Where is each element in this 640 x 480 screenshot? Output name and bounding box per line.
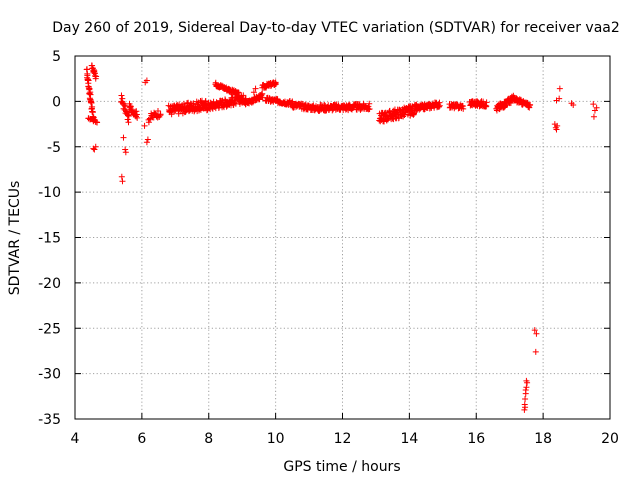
x-tick-label: 10 bbox=[267, 431, 285, 447]
x-tick-label: 18 bbox=[534, 431, 552, 447]
data-point bbox=[133, 108, 140, 115]
data-point bbox=[593, 104, 600, 111]
data-point bbox=[556, 95, 563, 102]
data-point bbox=[532, 348, 539, 355]
x-tick-label: 16 bbox=[467, 431, 485, 447]
data-point bbox=[533, 330, 540, 337]
x-tick-label: 6 bbox=[137, 431, 146, 447]
data-point bbox=[141, 122, 148, 129]
y-tick-label: -20 bbox=[38, 276, 61, 292]
data-point bbox=[122, 149, 129, 156]
data-point bbox=[144, 136, 151, 143]
data-point bbox=[87, 91, 94, 98]
data-point bbox=[366, 100, 373, 107]
data-point bbox=[118, 92, 125, 99]
data-point bbox=[553, 126, 560, 133]
x-tick-label: 20 bbox=[601, 431, 619, 447]
data-point bbox=[122, 146, 129, 153]
y-tick-labels: 5 0 -5 -10 -15 -20 -25 -30 -35 bbox=[38, 49, 61, 428]
data-point bbox=[366, 105, 373, 112]
data-point bbox=[86, 85, 93, 92]
data-point bbox=[145, 119, 152, 126]
data-point bbox=[143, 139, 150, 146]
data-point bbox=[436, 102, 443, 109]
y-tick-label: -15 bbox=[38, 231, 61, 247]
data-point bbox=[272, 80, 279, 87]
chart-title: Day 260 of 2019, Sidereal Day-to-day VTE… bbox=[52, 20, 620, 36]
data-point bbox=[122, 103, 129, 110]
data-point bbox=[252, 85, 259, 92]
y-tick-label: 5 bbox=[52, 49, 61, 65]
x-tick-label: 12 bbox=[334, 431, 352, 447]
data-point bbox=[84, 70, 91, 77]
data-point bbox=[93, 73, 100, 80]
data-point bbox=[250, 89, 257, 96]
y-tick-label: -5 bbox=[47, 140, 61, 156]
data-point bbox=[556, 85, 563, 92]
data-point bbox=[168, 111, 175, 118]
data-point bbox=[590, 113, 597, 120]
data-point bbox=[527, 101, 534, 108]
data-point bbox=[118, 173, 125, 180]
data-point bbox=[85, 77, 92, 84]
data-point bbox=[522, 396, 529, 403]
y-axis-label: SDTVAR / TECUs bbox=[7, 181, 23, 296]
grid-lines bbox=[75, 56, 610, 419]
data-point bbox=[119, 178, 126, 185]
data-point bbox=[522, 404, 529, 411]
data-point bbox=[302, 101, 309, 108]
data-point bbox=[91, 146, 98, 153]
x-axis-label: GPS time / hours bbox=[283, 459, 400, 475]
x-tick-label: 4 bbox=[71, 431, 80, 447]
data-point bbox=[154, 107, 161, 114]
data-point bbox=[256, 96, 263, 103]
x-tick-labels: 4 6 8 10 12 14 16 18 20 bbox=[71, 431, 619, 447]
y-tick-label: 0 bbox=[52, 94, 61, 110]
x-tick-label: 14 bbox=[400, 431, 418, 447]
data-point bbox=[88, 100, 95, 107]
data-point bbox=[125, 119, 132, 126]
x-tick-label: 8 bbox=[204, 431, 213, 447]
data-point bbox=[483, 99, 490, 106]
data-point bbox=[554, 122, 561, 129]
axis-ticks bbox=[74, 55, 611, 420]
y-tick-label: -10 bbox=[38, 185, 61, 201]
data-point bbox=[522, 386, 529, 393]
data-point bbox=[125, 112, 132, 119]
data-point bbox=[590, 101, 597, 108]
data-point bbox=[521, 406, 528, 413]
data-point bbox=[94, 119, 101, 126]
data-point bbox=[570, 102, 577, 109]
data-points bbox=[83, 62, 600, 413]
y-tick-label: -35 bbox=[38, 412, 61, 428]
data-point bbox=[120, 134, 127, 141]
data-point bbox=[125, 112, 132, 119]
data-point bbox=[236, 92, 243, 99]
data-point bbox=[143, 77, 150, 84]
y-tick-label: -25 bbox=[38, 321, 61, 337]
y-tick-label: -30 bbox=[38, 367, 61, 383]
data-point bbox=[134, 114, 141, 121]
data-point bbox=[92, 143, 99, 150]
data-point bbox=[127, 102, 134, 109]
data-point bbox=[531, 327, 538, 334]
data-point bbox=[523, 384, 530, 391]
data-point bbox=[460, 105, 467, 112]
data-point bbox=[157, 111, 164, 118]
data-point bbox=[524, 379, 531, 386]
